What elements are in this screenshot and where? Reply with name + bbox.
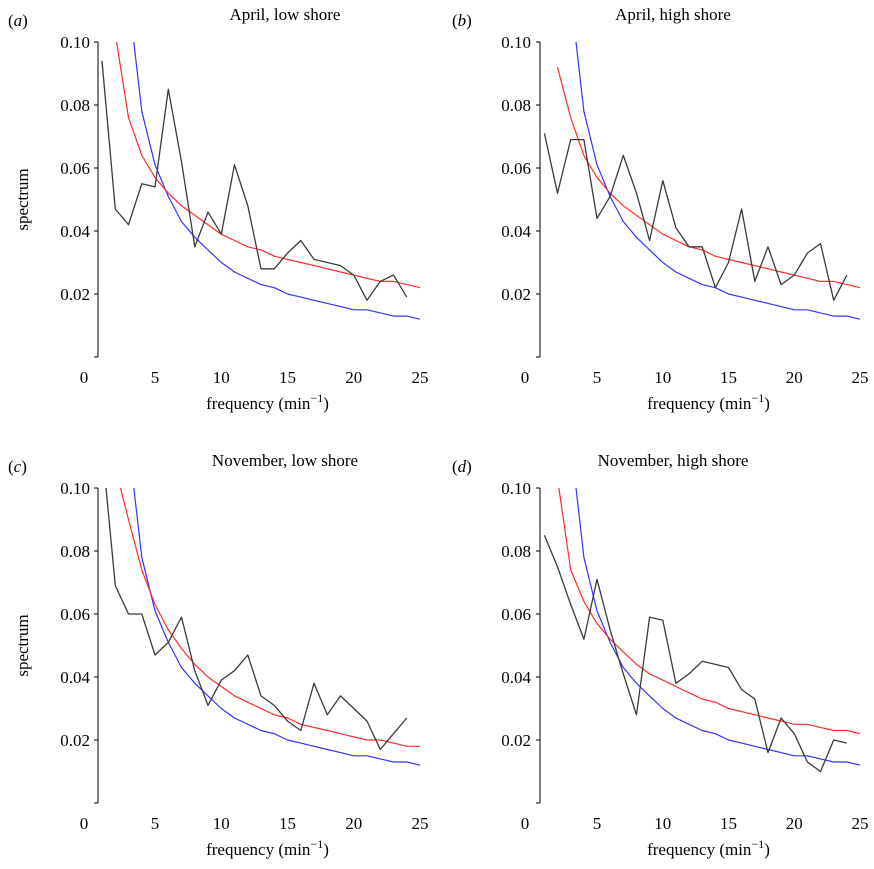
blue-fit-curve	[133, 41, 421, 320]
y-tick-label: 0.04	[60, 222, 90, 241]
y-tick-label: 0.06	[501, 159, 531, 178]
panel-title: April, high shore	[615, 5, 731, 24]
y-tick-label: 0.06	[501, 605, 531, 624]
x-tick-label: 25	[852, 814, 869, 833]
y-axis-label: spectrum	[13, 168, 32, 230]
y-tick-label: 0.04	[501, 222, 531, 241]
red-fit-curve	[119, 487, 420, 747]
y-tick-label: 0.02	[60, 731, 90, 750]
x-tick-label: 0	[521, 368, 530, 387]
panel-letter: (c)	[8, 457, 27, 476]
panel-title: April, low shore	[230, 5, 341, 24]
x-tick-label: 15	[720, 814, 737, 833]
y-tick-label: 0.08	[60, 542, 90, 561]
x-tick-label: 5	[151, 368, 160, 387]
x-tick-label: 20	[345, 814, 362, 833]
y-tick-label: 0.04	[60, 668, 90, 687]
y-tick-label: 0.02	[60, 285, 90, 304]
y-axis-label: spectrum	[13, 614, 32, 676]
blue-fit-curve	[575, 41, 861, 320]
red-fit-curve	[556, 67, 861, 289]
panel-title: November, low shore	[212, 451, 358, 470]
y-tick-label: 0.10	[60, 33, 90, 52]
observed-spectrum-line	[543, 133, 848, 301]
observed-spectrum-line	[101, 60, 408, 301]
x-tick-label: 20	[786, 814, 803, 833]
x-axis-label: frequency (min−1)	[206, 391, 329, 413]
x-tick-label: 20	[786, 368, 803, 387]
x-tick-label: 15	[279, 814, 296, 833]
x-tick-label: 0	[80, 814, 89, 833]
x-tick-label: 0	[521, 814, 530, 833]
x-tick-label: 15	[279, 368, 296, 387]
x-tick-label: 10	[654, 814, 671, 833]
panel-letter: (b)	[452, 11, 472, 30]
panel-c: (c) November, low shore 0.02 0.04 0.06 0.08 0.…	[8, 451, 429, 859]
observed-spectrum-line	[105, 487, 408, 751]
x-axis-label: frequency (min−1)	[206, 837, 329, 859]
y-tick-label: 0.10	[60, 479, 90, 498]
y-tick-label: 0.10	[501, 33, 531, 52]
y-tick-label: 0.06	[60, 605, 90, 624]
y-tick-label: 0.08	[501, 542, 531, 561]
y-tick-label: 0.02	[501, 731, 531, 750]
x-tick-label: 5	[593, 814, 602, 833]
y-tick-label: 0.06	[60, 159, 90, 178]
panel-letter: (a)	[8, 11, 28, 30]
x-tick-label: 5	[151, 814, 160, 833]
x-axis-label: frequency (min−1)	[647, 837, 770, 859]
x-tick-label: 10	[213, 814, 230, 833]
red-fit-curve	[116, 41, 421, 289]
panel-d: (d) November, high shore 0.02 0.04 0.06 0.08 0…	[452, 451, 869, 859]
panel-a: (a) April, low shore 0.02 0.04 0.06 0.08 0.10 0…	[8, 5, 429, 413]
x-tick-label: 5	[593, 368, 602, 387]
x-tick-label: 25	[852, 368, 869, 387]
x-tick-label: 25	[412, 814, 429, 833]
blue-fit-curve	[575, 487, 861, 766]
observed-spectrum-line	[543, 535, 848, 773]
x-tick-label: 15	[720, 368, 737, 387]
x-tick-label: 20	[345, 368, 362, 387]
y-tick-label: 0.04	[501, 668, 531, 687]
y-tick-label: 0.10	[501, 479, 531, 498]
red-fit-curve	[558, 487, 861, 735]
panel-letter: (d)	[452, 457, 472, 476]
x-tick-label: 10	[213, 368, 230, 387]
blue-fit-curve	[133, 487, 421, 766]
x-tick-label: 25	[412, 368, 429, 387]
panel-title: November, high shore	[598, 451, 749, 470]
y-tick-label: 0.08	[501, 96, 531, 115]
panel-b: (b) April, high shore 0.02 0.04 0.06 0.08 0.10…	[452, 5, 869, 413]
x-axis-label: frequency (min−1)	[647, 391, 770, 413]
x-tick-label: 10	[654, 368, 671, 387]
x-tick-label: 0	[80, 368, 89, 387]
y-tick-label: 0.02	[501, 285, 531, 304]
y-tick-label: 0.08	[60, 96, 90, 115]
